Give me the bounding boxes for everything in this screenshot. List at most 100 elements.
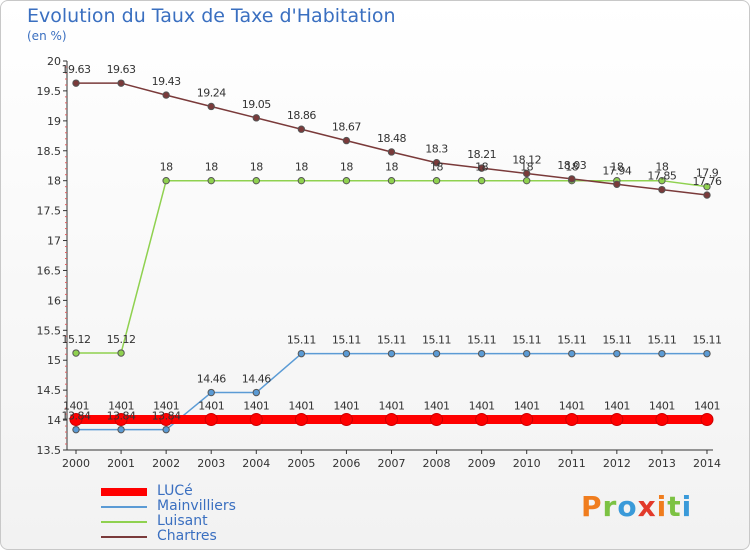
x-tick-label: 2004: [242, 457, 270, 470]
y-tick-label: 18.5: [37, 145, 62, 158]
data-label: 18: [385, 161, 398, 174]
data-label: 18: [520, 161, 533, 174]
data-point: [114, 412, 128, 426]
data-point: [700, 412, 714, 426]
data-label: 18: [160, 161, 173, 174]
data-point: [72, 425, 80, 434]
data-point: [387, 148, 396, 156]
data-point: [117, 425, 125, 434]
data-point: [297, 125, 306, 133]
data-label: 15.11: [692, 334, 721, 347]
data-label: 14.46: [242, 373, 271, 386]
data-point: [475, 412, 489, 426]
data-point: [432, 159, 441, 167]
x-tick-label: 2002: [152, 457, 180, 470]
x-tick-label: 2003: [197, 457, 225, 470]
data-point: [387, 176, 396, 185]
data-point: [72, 349, 80, 357]
data-label: 15.12: [107, 333, 136, 346]
data-label: 15.11: [512, 334, 541, 347]
data-label: 19.63: [107, 63, 136, 76]
x-tick-label: 2014: [693, 457, 721, 470]
data-point: [523, 169, 531, 178]
data-point: [655, 412, 669, 426]
data-label: 15.11: [602, 334, 631, 347]
data-label: 15.11: [467, 334, 496, 347]
data-point: [523, 349, 531, 358]
data-point: [72, 79, 80, 87]
y-tick-label: 16.5: [37, 264, 62, 277]
data-label: 18: [250, 161, 263, 174]
data-point: [342, 136, 351, 145]
logo-letter: t: [667, 490, 682, 523]
data-point: [432, 176, 441, 185]
legend-label-chartres: Chartres: [157, 528, 217, 544]
data-point: [703, 191, 711, 199]
data-point: [342, 349, 351, 358]
data-label: 18: [475, 161, 488, 174]
proxiti-logo: Proxiti: [581, 490, 692, 523]
x-tick-label: 2005: [287, 457, 315, 470]
data-label: 18.3: [425, 143, 448, 156]
x-tick-label: 2011: [558, 457, 586, 470]
y-tick-label: 19.5: [37, 85, 62, 98]
y-tick-label: 14: [47, 414, 61, 427]
data-label: 15.11: [332, 334, 361, 347]
logo-letter: i: [656, 490, 668, 523]
data-label: 1401: [469, 399, 495, 412]
logo-letter: o: [617, 490, 638, 523]
y-tick-label: 15.5: [37, 324, 62, 337]
y-tick-label: 18: [47, 175, 61, 188]
data-point: [613, 180, 621, 188]
data-label: 18.67: [332, 121, 361, 134]
data-label: 13.84: [152, 410, 181, 423]
data-point: [342, 176, 351, 185]
data-label: 18.12: [512, 154, 541, 167]
data-point: [477, 176, 486, 185]
data-point: [207, 176, 215, 185]
data-point: [294, 412, 308, 426]
data-label: 18: [610, 161, 623, 174]
data-label: 15.12: [62, 333, 91, 346]
data-label: 18: [655, 161, 668, 174]
data-label: 15.11: [557, 334, 586, 347]
data-point: [339, 412, 353, 426]
data-label: 19.24: [197, 86, 226, 99]
data-label: 1401: [333, 399, 359, 412]
data-label: 18: [430, 161, 443, 174]
data-label: 19.63: [62, 63, 91, 76]
data-point: [207, 388, 215, 397]
data-point: [387, 349, 396, 358]
x-tick-label: 2001: [107, 457, 135, 470]
chart-title: Evolution du Taux de Taxe d'Habitation: [27, 5, 396, 27]
data-point: [162, 91, 170, 99]
data-point: [207, 102, 215, 111]
data-label: 18.03: [557, 159, 586, 172]
data-point: [162, 425, 170, 434]
logo-letter: r: [602, 490, 618, 523]
data-point: [204, 412, 218, 426]
data-label: 17.85: [647, 170, 676, 183]
data-label: 18: [295, 161, 308, 174]
legend-swatch-chartres: [101, 536, 147, 538]
data-label: 15.11: [647, 334, 676, 347]
data-label: 1401: [694, 399, 720, 412]
data-label: 19.43: [152, 75, 181, 88]
data-point: [568, 175, 576, 183]
data-point: [297, 349, 306, 358]
data-point: [477, 164, 486, 172]
legend-swatch-luce: [101, 488, 147, 496]
y-tick-label: 16: [47, 294, 61, 307]
x-tick-label: 2006: [332, 457, 360, 470]
data-point: [117, 349, 125, 357]
data-label: 13.84: [107, 410, 136, 423]
data-point: [658, 176, 666, 185]
data-label: 1401: [424, 399, 450, 412]
data-label: 1401: [108, 399, 134, 412]
x-tick-label: 2008: [423, 457, 451, 470]
x-tick-label: 2010: [513, 457, 541, 470]
data-label: 1401: [514, 399, 540, 412]
y-tick-label: 17: [47, 235, 61, 248]
data-label: 18: [565, 161, 578, 174]
